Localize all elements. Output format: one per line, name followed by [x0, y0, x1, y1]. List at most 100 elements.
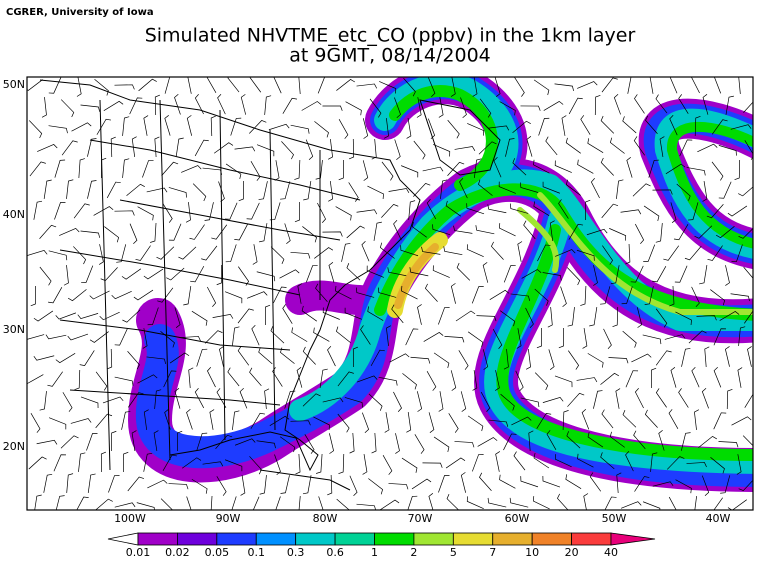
wind-barb [110, 136, 116, 158]
wind-barb [204, 330, 223, 344]
wind-barb [509, 203, 529, 214]
wind-barb [706, 203, 724, 219]
wind-barb [77, 313, 99, 320]
wind-barb [471, 286, 484, 304]
wind-barb [370, 349, 385, 367]
wind-barb [143, 452, 153, 472]
wind-barb [54, 159, 66, 178]
wind-barb [96, 118, 112, 135]
colorbar-high-triangle [610, 532, 656, 546]
wind-barb [216, 476, 227, 496]
wind-barb [467, 123, 485, 136]
wind-barb [520, 182, 539, 193]
wind-barb [460, 472, 466, 493]
wind-barb [264, 95, 272, 115]
wind-barb [204, 202, 214, 221]
wind-barb [303, 181, 312, 201]
wind-barb [438, 307, 450, 325]
lat-label: 50N [3, 78, 25, 91]
wind-barb [349, 432, 355, 454]
wind-barb [48, 77, 62, 94]
wind-barb [494, 77, 501, 97]
wind-barb [284, 223, 291, 244]
wind-barb [265, 304, 271, 326]
wind-barb [202, 461, 224, 467]
wind-barb [472, 77, 478, 97]
colorbar-segment [531, 532, 572, 546]
wind-barb [731, 416, 752, 426]
wind-barb [589, 307, 598, 327]
wind-barb [174, 307, 181, 328]
wind-barb [164, 77, 171, 94]
wind-barb [47, 371, 63, 387]
wind-barb [565, 474, 582, 490]
wind-barb [328, 139, 333, 160]
wind-barb [538, 117, 550, 136]
wind-barb [568, 350, 580, 370]
wind-barb [406, 412, 412, 433]
wind-barb [413, 182, 431, 197]
wind-barb [542, 272, 562, 281]
wind-barb [327, 346, 336, 367]
wind-barb [610, 265, 620, 285]
wind-barb [487, 497, 507, 508]
wind-barb [499, 474, 516, 489]
wind-barb [622, 409, 637, 428]
lat-label: 40N [3, 208, 25, 221]
wind-barb [80, 230, 101, 238]
wind-barb [275, 496, 281, 510]
colorbar-label: 7 [489, 546, 496, 559]
wind-barb [587, 138, 604, 154]
wind-barb [744, 393, 753, 408]
colorbar-segment [374, 532, 415, 546]
wind-barb [349, 475, 358, 497]
lon-label: 50W [602, 512, 627, 525]
wind-barb [218, 181, 225, 203]
wind-barb [373, 221, 382, 241]
wind-barb [645, 115, 658, 134]
wind-barb [567, 307, 575, 327]
wind-barb [322, 307, 340, 320]
wind-barb [580, 285, 587, 306]
wind-barb [110, 430, 117, 452]
wind-barb [66, 179, 74, 199]
colorbar: 0.01 0.02 0.05 0.1 0.3 0.6 1 2 5 7 10 20 40 [107, 532, 656, 559]
wind-barb [371, 432, 377, 454]
wind-barb [414, 434, 425, 454]
wind-barb [186, 115, 193, 136]
wind-barb [642, 334, 662, 345]
wind-barb [89, 290, 110, 300]
wind-barb [346, 263, 361, 281]
wind-barb [503, 349, 509, 370]
wind-barb [191, 478, 208, 494]
wind-barb [361, 240, 370, 262]
wind-barb [99, 244, 104, 265]
wind-barb [427, 77, 436, 98]
wind-barb [517, 241, 523, 262]
wind-barb [548, 349, 555, 370]
wind-barb [680, 432, 691, 451]
wind-barb [499, 223, 516, 237]
wind-barb [644, 409, 658, 428]
wind-barb [270, 326, 285, 344]
wind-barb [450, 283, 456, 304]
wind-barb [536, 412, 552, 429]
wind-barb [338, 453, 345, 474]
wind-barb [566, 267, 581, 286]
wind-barb [106, 181, 121, 199]
wind-barb [133, 289, 154, 301]
wind-barb [388, 188, 410, 193]
wind-barb [600, 157, 614, 176]
wind-barb [67, 289, 87, 302]
wind-barb [394, 139, 401, 160]
wind-barb [547, 307, 553, 328]
wind-barb [613, 93, 621, 115]
wind-barb [274, 160, 280, 181]
wind-barb [386, 325, 391, 346]
wind-barb [593, 265, 598, 286]
wind-barb [713, 366, 722, 388]
wind-barb [615, 388, 621, 409]
wind-barb [164, 115, 171, 136]
wind-barb [163, 370, 177, 388]
wind-barb [736, 454, 742, 475]
